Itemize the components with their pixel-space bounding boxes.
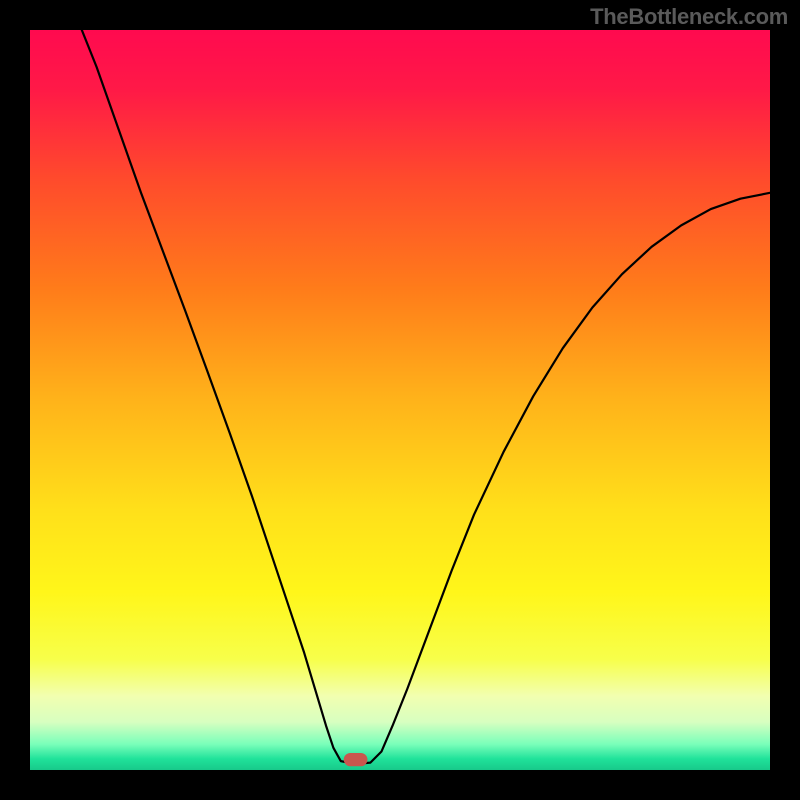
chart-outer-frame: TheBottleneck.com (0, 0, 800, 800)
gradient-background (30, 30, 770, 770)
plot-area (30, 30, 770, 770)
optimal-point-marker (344, 753, 368, 766)
bottleneck-curve-chart (30, 30, 770, 770)
watermark-text: TheBottleneck.com (590, 4, 788, 30)
